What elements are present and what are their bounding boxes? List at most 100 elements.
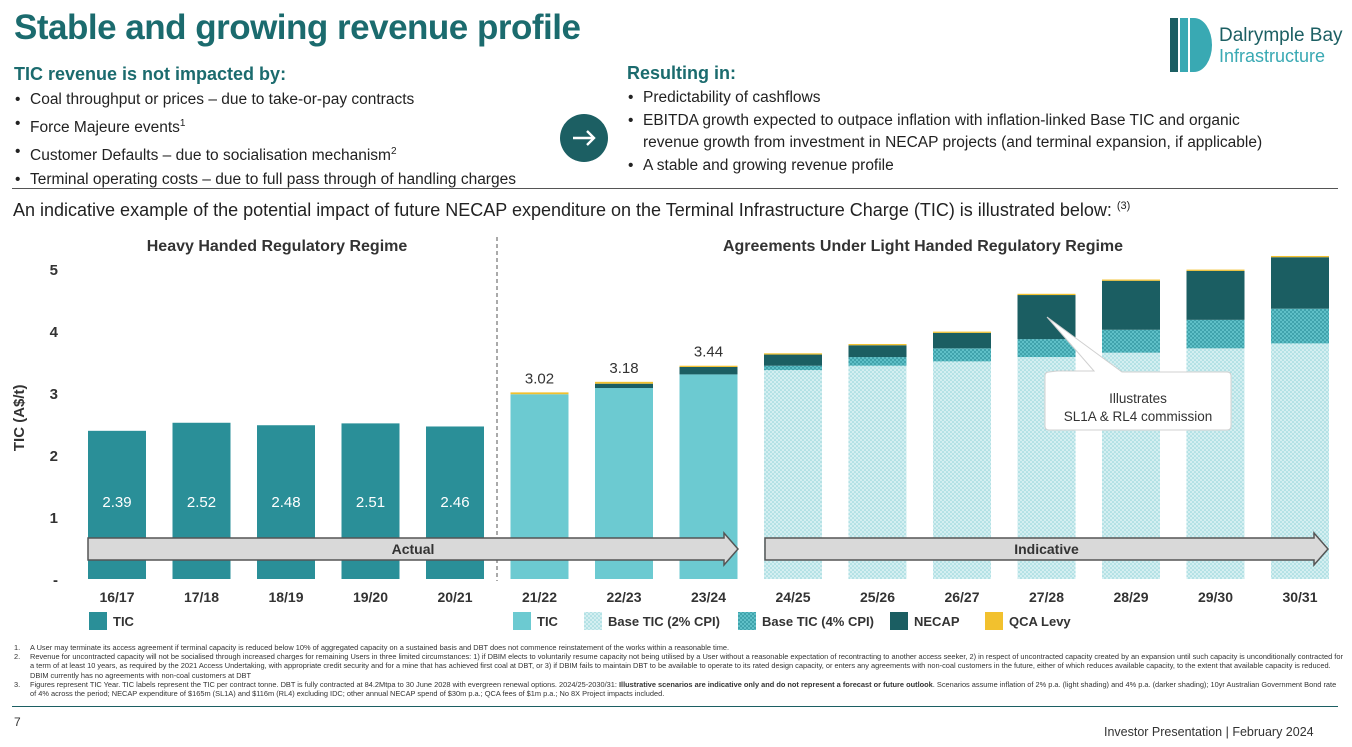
left-panel-heading: TIC revenue is not impacted by: — [14, 64, 287, 84]
x-tick-label: 24/25 — [775, 589, 810, 605]
bar-value-label: 2.48 — [271, 494, 300, 511]
y-axis-label: TIC (A$/t) — [11, 384, 28, 451]
period-arrow-indicative — [764, 531, 1329, 567]
annotation-line-2: SL1A & RL4 commission — [1064, 409, 1213, 424]
bar-segment-base-tic-4-cpi- — [933, 348, 991, 362]
bar-segment-necap — [1102, 280, 1160, 330]
section-title-heavy-handed: Heavy Handed Regulatory Regime — [147, 238, 408, 255]
divider — [12, 188, 1338, 189]
footer-text: Investor Presentation | February 2024 — [1104, 725, 1314, 739]
y-tick-label: - — [53, 572, 58, 589]
bar-segment-qca-levy — [679, 365, 738, 367]
y-tick-label: 3 — [50, 386, 58, 403]
legend-swatch — [584, 612, 602, 630]
legend-label: TIC — [537, 614, 559, 629]
page-title: Stable and growing revenue profile — [14, 8, 581, 47]
x-tick-label: 18/19 — [268, 589, 303, 605]
legend-swatch — [513, 612, 531, 630]
bar-segment-necap — [1186, 270, 1245, 320]
tic-chart: TIC (A$/t) - 1 2 3 4 5 Heavy Handed Regulatory … — [0, 225, 1352, 640]
legend-swatch — [890, 612, 908, 630]
x-tick-label: 29/30 — [1198, 589, 1233, 605]
bar-value-label: 3.44 — [694, 344, 723, 361]
bar-value-label: 3.18 — [609, 360, 638, 377]
bar-segment-qca-levy — [1186, 269, 1245, 271]
x-tick-label: 23/24 — [691, 589, 726, 605]
footnote: 2. Revenue for uncontracted capacity will… — [14, 652, 1343, 680]
x-tick-label: 20/21 — [437, 589, 472, 605]
arrow-right-icon — [560, 114, 608, 162]
bar-value-label: 2.51 — [356, 494, 385, 511]
legend-label: Base TIC (2% CPI) — [608, 614, 720, 629]
legend-swatch — [738, 612, 756, 630]
x-tick-label: 17/18 — [184, 589, 219, 605]
bar-segment-qca-levy — [848, 344, 907, 346]
bar-value-label: 2.46 — [440, 494, 469, 511]
period-arrow-indicative-label: Indicative — [1014, 541, 1079, 557]
bar-value-label: 2.52 — [187, 494, 216, 511]
legend-label: QCA Levy — [1009, 614, 1071, 629]
footnote: 1. A User may terminate its access agreem… — [14, 643, 730, 652]
bullet-item: Coal throughput or prices – due to take-… — [14, 88, 516, 112]
bar-value-label: 3.02 — [525, 370, 554, 387]
legend-label: Base TIC (4% CPI) — [762, 614, 874, 629]
company-logo-icon — [1170, 18, 1212, 77]
legend-label: NECAP — [914, 614, 960, 629]
period-arrow-actual-label: Actual — [392, 541, 435, 557]
bar-segment-necap — [1271, 257, 1329, 309]
bar-segment-base-tic-4-cpi- — [1017, 339, 1076, 358]
section-title-light-handed: Agreements Under Light Handed Regulatory… — [723, 238, 1123, 255]
bullet-item: EBITDA growth expected to outpace inflat… — [627, 110, 1262, 154]
bar-segment-necap — [595, 383, 653, 389]
x-tick-label: 26/27 — [944, 589, 979, 605]
annotation-line-1: Illustrates — [1109, 391, 1167, 406]
bar-segment-base-tic-4-cpi- — [1186, 319, 1245, 349]
bar-segment-base-tic-4-cpi- — [764, 365, 822, 371]
footnote: 3. Figures represent TIC Year. TIC labels… — [14, 679, 1337, 699]
y-tick-label: 1 — [50, 510, 58, 527]
bullet-item: Force Majeure events1 — [14, 112, 516, 140]
logo-line-2: Infrastructure — [1219, 46, 1326, 66]
x-tick-label: 27/28 — [1029, 589, 1064, 605]
bar-segment-necap — [764, 354, 822, 366]
bar-segment-base-tic-4-cpi- — [1102, 329, 1160, 353]
x-tick-label: 16/17 — [99, 589, 134, 605]
page-number: 7 — [14, 715, 21, 729]
bar-segment-base-tic-4-cpi- — [1271, 308, 1329, 344]
legend-swatch — [89, 612, 107, 630]
bar-segment-necap — [848, 345, 907, 358]
bar-segment-qca-levy — [933, 331, 991, 333]
chart-intro-text: An indicative example of the potential i… — [13, 200, 1131, 220]
bar-segment-qca-levy — [1271, 255, 1329, 258]
annotation-callout — [1044, 316, 1232, 431]
bullet-item: A stable and growing revenue profile — [627, 154, 1262, 178]
x-tick-label: 21/22 — [522, 589, 557, 605]
right-panel-bullets: Predictability of cashflows EBITDA growt… — [627, 86, 1262, 178]
bar-segment-necap — [679, 366, 738, 375]
right-panel-heading: Resulting in: — [627, 63, 736, 83]
x-tick-label: 22/23 — [606, 589, 641, 605]
bullet-item: Customer Defaults – due to socialisation… — [14, 140, 516, 168]
bar-segment-base-tic-4-cpi- — [848, 357, 907, 366]
bullet-item: Predictability of cashflows — [627, 86, 1262, 110]
y-tick-label: 2 — [50, 448, 58, 465]
footnotes: 1. A User may terminate its access agreem… — [14, 643, 1344, 698]
y-tick-label: 5 — [50, 262, 58, 279]
legend-swatch — [985, 612, 1003, 630]
footer-divider — [12, 706, 1338, 707]
x-tick-label: 28/29 — [1113, 589, 1148, 605]
bar-segment-qca-levy — [1017, 293, 1076, 296]
bar-segment-necap — [933, 332, 991, 349]
y-tick-label: 4 — [50, 324, 59, 341]
bar-segment-qca-levy — [764, 353, 822, 355]
x-tick-label: 30/31 — [1282, 589, 1317, 605]
legend-label: TIC — [113, 614, 135, 629]
bar-segment-qca-levy — [1102, 279, 1160, 281]
bar-segment-qca-levy — [595, 381, 653, 384]
bar-value-label: 2.39 — [102, 494, 131, 511]
bar-segment-qca-levy — [510, 392, 569, 395]
bullet-item: Terminal operating costs – due to full p… — [14, 168, 516, 192]
x-tick-label: 19/20 — [353, 589, 388, 605]
x-tick-label: 25/26 — [860, 589, 895, 605]
logo-line-1: Dalrymple Bay — [1219, 25, 1343, 46]
